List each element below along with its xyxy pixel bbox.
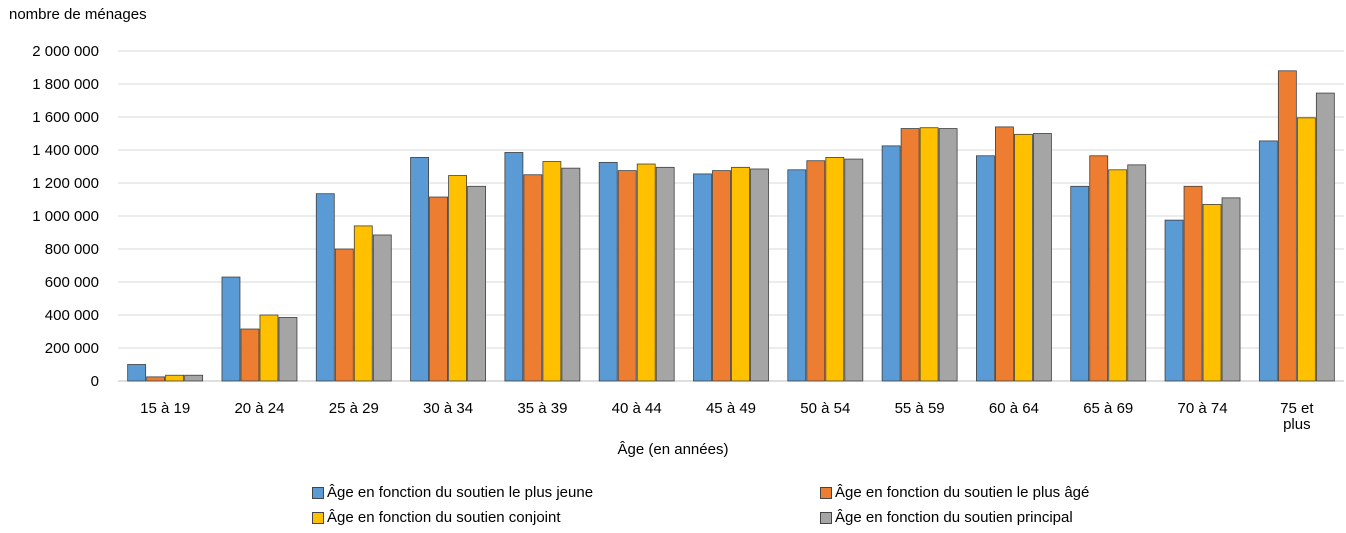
bar-2-3 xyxy=(334,248,354,382)
bar-4-8 xyxy=(844,158,864,382)
bar-3-4 xyxy=(448,175,467,382)
y-tick-labels: 0 200 000 400 000 600 000 800 000 1 000 000 1 … xyxy=(32,43,99,390)
bar-1-4 xyxy=(410,157,429,382)
bar-3-6 xyxy=(636,163,656,382)
x-tick-label: 25 à 29 xyxy=(329,400,379,417)
legend-label: Âge en fonction du soutien le plus jeune xyxy=(327,484,594,501)
bar-2-4 xyxy=(429,196,448,382)
x-tick-label: 65 à 69 xyxy=(1083,400,1133,417)
bar-4-13 xyxy=(1315,92,1335,382)
bar-chart: 0 200 000 400 000 600 000 800 000 1 000 000 1 … xyxy=(32,43,1344,433)
legend-item-main: Âge en fonction du soutien principal xyxy=(820,509,1073,526)
bar-2-1 xyxy=(146,376,166,382)
x-tick-label: 55 à 59 xyxy=(895,400,945,417)
legend-label: Âge en fonction du soutien conjoint xyxy=(327,509,561,526)
bar-2-11 xyxy=(1089,155,1109,382)
y-axis-title: nombre de ménages xyxy=(9,6,147,23)
legend-item-youngest: Âge en fonction du soutien le plus jeune xyxy=(312,484,593,501)
x-tick-label: 45 à 49 xyxy=(706,400,756,417)
bar-1-2 xyxy=(221,276,241,382)
bar-1-5 xyxy=(504,152,524,382)
bar-4-4 xyxy=(467,185,486,382)
y-tick-label: 400 000 xyxy=(45,307,99,324)
bar-1-3 xyxy=(315,193,335,382)
x-tick-label: 40 à 44 xyxy=(612,400,662,417)
y-tick-label: 200 000 xyxy=(45,340,99,357)
bars xyxy=(127,70,1335,382)
bar-4-3 xyxy=(372,234,392,382)
x-tick-label: 70 à 74 xyxy=(1178,400,1228,417)
bar-3-7 xyxy=(731,166,750,382)
x-tick-label: 50 à 54 xyxy=(800,400,850,417)
bar-3-12 xyxy=(1202,204,1222,382)
bar-2-12 xyxy=(1183,185,1203,382)
bar-4-12 xyxy=(1221,197,1241,382)
legend-swatch xyxy=(820,486,832,499)
bar-1-6 xyxy=(598,161,618,382)
bar-1-10 xyxy=(976,155,995,382)
bar-1-12 xyxy=(1164,219,1184,382)
bar-3-3 xyxy=(353,225,373,382)
bar-1-13 xyxy=(1258,140,1278,382)
bar-3-13 xyxy=(1296,117,1316,382)
y-tick-label: 1 000 000 xyxy=(32,208,99,225)
x-tick-label: 75 et plus xyxy=(1280,400,1314,433)
y-tick-label: 2 000 000 xyxy=(32,43,99,60)
bar-3-1 xyxy=(165,374,185,382)
bar-2-5 xyxy=(523,174,543,382)
x-tick-label: 30 à 34 xyxy=(423,400,473,417)
bar-2-7 xyxy=(712,170,731,382)
bar-2-10 xyxy=(995,126,1014,382)
bar-1-8 xyxy=(787,169,807,382)
x-axis-title: Âge (en années) xyxy=(617,441,729,458)
bar-1-1 xyxy=(127,364,147,382)
legend-item-oldest: Âge en fonction du soutien le plus âgé xyxy=(820,484,1089,501)
y-tick-label: 1 200 000 xyxy=(32,175,99,192)
x-tick-label: 60 à 64 xyxy=(989,400,1039,417)
legend-label: Âge en fonction du soutien le plus âgé xyxy=(835,484,1090,501)
bar-3-11 xyxy=(1108,169,1128,382)
bar-3-10 xyxy=(1014,133,1033,382)
bar-4-6 xyxy=(655,166,675,382)
bar-1-9 xyxy=(881,145,901,382)
y-tick-label: 0 xyxy=(91,373,99,390)
y-tick-label: 600 000 xyxy=(45,274,99,291)
bar-1-11 xyxy=(1070,185,1090,382)
x-tick-label: 15 à 19 xyxy=(140,400,190,417)
bar-1-7 xyxy=(693,173,712,382)
bar-4-9 xyxy=(938,128,958,382)
bar-2-9 xyxy=(900,128,920,382)
bar-3-8 xyxy=(825,157,845,382)
y-tick-label: 800 000 xyxy=(45,241,99,258)
legend-swatch xyxy=(312,486,324,499)
x-tick-labels: 15 à 19 20 à 24 25 à 29 30 à 34 35 à 39 40 à … xyxy=(140,400,1314,433)
bar-4-5 xyxy=(561,167,581,382)
y-tick-label: 1 800 000 xyxy=(32,76,99,93)
bar-4-7 xyxy=(750,168,769,382)
legend-swatch xyxy=(820,511,832,524)
bar-2-13 xyxy=(1277,70,1297,382)
legend-item-joint: Âge en fonction du soutien conjoint xyxy=(312,509,561,526)
bar-4-2 xyxy=(278,317,298,382)
bar-2-6 xyxy=(617,170,637,382)
bar-2-8 xyxy=(806,160,826,382)
bar-4-11 xyxy=(1127,164,1147,382)
bar-3-5 xyxy=(542,161,562,382)
legend-label: Âge en fonction du soutien principal xyxy=(835,509,1073,526)
legend-swatch xyxy=(312,511,324,524)
y-tick-label: 1 600 000 xyxy=(32,109,99,126)
x-tick-label: 20 à 24 xyxy=(234,400,284,417)
bar-4-10 xyxy=(1033,133,1052,382)
x-tick-label: 35 à 39 xyxy=(517,400,567,417)
bar-2-2 xyxy=(240,328,260,382)
bar-3-2 xyxy=(259,314,279,382)
bar-4-1 xyxy=(184,374,204,382)
y-tick-label: 1 400 000 xyxy=(32,142,99,159)
bar-3-9 xyxy=(919,127,939,382)
gridlines xyxy=(118,50,1344,382)
